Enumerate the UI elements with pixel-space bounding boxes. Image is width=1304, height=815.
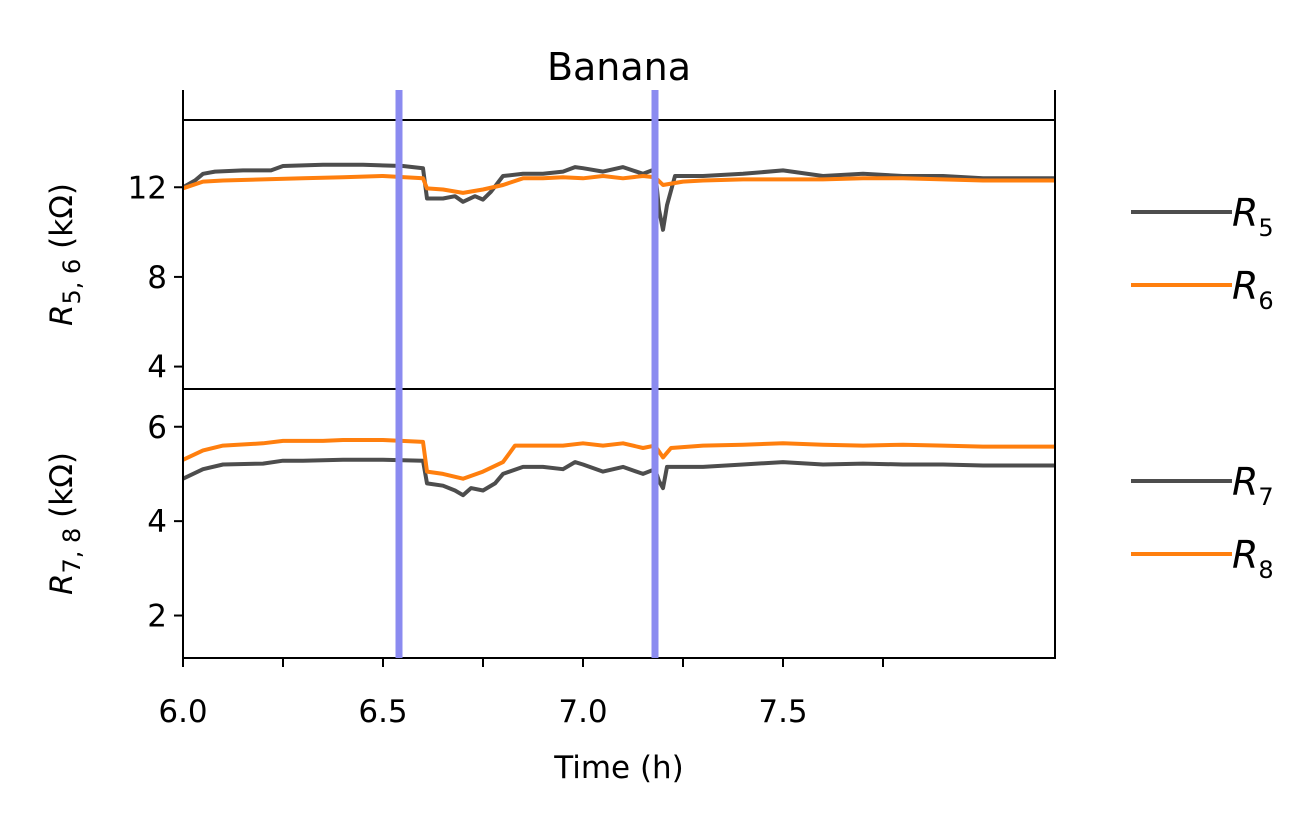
y-tick-label: 2 (147, 599, 167, 635)
y-tick-label: 4 (147, 350, 167, 386)
x-tick-label: 6.0 (158, 694, 207, 730)
legend-label-subscript: 8 (1258, 556, 1273, 584)
legend-label-symbol: R (1232, 533, 1258, 577)
legend-label: R6 (1232, 264, 1274, 315)
y-axis-label-unit: (kΩ) (44, 183, 80, 259)
legend-entry-R8: R8 (1131, 533, 1274, 584)
legend-label-subscript: 7 (1258, 483, 1273, 511)
legend-label-subscript: 6 (1258, 287, 1273, 315)
legend-label-symbol: R (1232, 460, 1258, 504)
legend-label: R5 (1232, 191, 1274, 242)
legend-entry-R6: R6 (1131, 264, 1274, 315)
panel-2: 2 4 6 R7, 8 (kΩ) (44, 388, 1056, 659)
x-tick-label: 7.5 (758, 694, 807, 730)
series-line-R8 (183, 438, 1055, 481)
chart-title: Banana (547, 45, 691, 89)
series-line-R6 (183, 174, 1055, 195)
y-tick-label: 12 (128, 170, 167, 206)
legend-label: R8 (1232, 533, 1274, 584)
x-axis-label: Time (h) (553, 750, 684, 786)
y-axis-label-unit: (kΩ) (44, 452, 80, 528)
panel-frame (182, 119, 1056, 390)
y-tick-label: 6 (147, 410, 167, 446)
y-axis-label-symbol: R (44, 304, 80, 326)
y-axis-label-subscript: 7, 8 (58, 528, 86, 574)
legend-label-symbol: R (1232, 191, 1258, 235)
y-axis-label-symbol: R (44, 573, 80, 595)
y-tick-label: 4 (147, 504, 167, 540)
series-line-R5 (183, 162, 1055, 232)
y-axis-label-subscript: 5, 6 (58, 259, 86, 305)
panel-1: 4 8 12 R5, 6 (kΩ) (44, 119, 1056, 390)
y-axis-label: R7, 8 (kΩ) (44, 452, 86, 595)
legend-entry-R5: R5 (1131, 191, 1274, 242)
y-tick-label: 8 (147, 260, 167, 296)
panel-frame (182, 388, 1056, 659)
legend-label-symbol: R (1232, 264, 1258, 308)
x-tick-label: 6.5 (358, 694, 407, 730)
legend-entry-R7: R7 (1131, 460, 1274, 511)
legend-label: R7 (1232, 460, 1274, 511)
series-line-R7 (183, 457, 1055, 498)
legend-label-subscript: 5 (1258, 214, 1273, 242)
x-tick-label: 7.0 (558, 694, 607, 730)
y-axis-label: R5, 6 (kΩ) (44, 183, 86, 326)
